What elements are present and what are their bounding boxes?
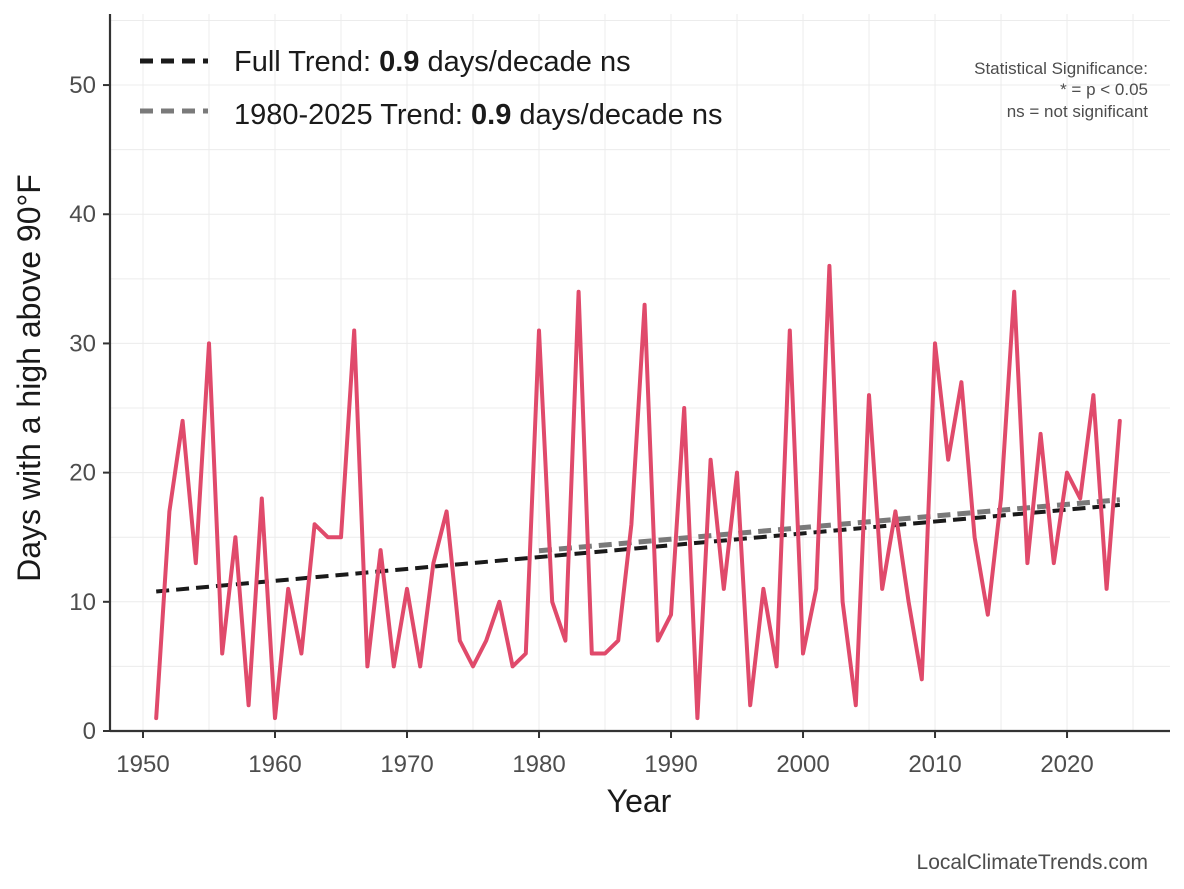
x-tick-label: 2010 <box>908 751 961 778</box>
y-axis-ticks: 0 10 20 30 40 50 <box>69 72 110 745</box>
legend-recent-prefix: 1980-2025 Trend: <box>234 99 471 131</box>
data-series <box>154 263 1122 721</box>
legend-full-trend-label: Full Trend: 0.9 days/decade ns <box>234 46 631 78</box>
y-tick-label: 50 <box>69 72 96 99</box>
legend-full-prefix: Full Trend: <box>234 46 379 78</box>
x-tick-label: 1950 <box>116 751 169 778</box>
x-tick-label: 2020 <box>1040 751 1093 778</box>
trend-line-full <box>156 502 1121 594</box>
x-tick-label: 2000 <box>776 751 829 778</box>
significance-title: Statistical Significance: <box>974 59 1148 78</box>
x-tick-label: 1990 <box>644 751 697 778</box>
legend: Full Trend: 0.9 days/decade ns 1980-2025… <box>140 46 723 131</box>
legend-recent-suffix: days/decade ns <box>511 99 722 131</box>
significance-note: Statistical Significance: * = p < 0.05 n… <box>974 59 1148 121</box>
x-tick-label: 1980 <box>512 751 565 778</box>
credit-text: LocalClimateTrends.com <box>917 851 1148 874</box>
x-axis-ticks: 1950 1960 1970 1980 1990 2000 2010 2020 <box>116 731 1094 778</box>
x-axis-title: Year <box>607 783 672 819</box>
y-tick-label: 30 <box>69 330 96 357</box>
y-tick-label: 40 <box>69 201 96 228</box>
legend-full-value: 0.9 <box>379 46 419 78</box>
significance-line1: * = p < 0.05 <box>1060 80 1148 99</box>
y-tick-label: 20 <box>69 460 96 487</box>
y-tick-label: 0 <box>83 718 96 745</box>
x-tick-label: 1960 <box>248 751 301 778</box>
legend-recent-value: 0.9 <box>471 99 511 131</box>
legend-full-suffix: days/decade ns <box>419 46 630 78</box>
legend-recent-trend-label: 1980-2025 Trend: 0.9 days/decade ns <box>234 99 723 131</box>
significance-line2: ns = not significant <box>1007 102 1149 121</box>
x-tick-label: 1970 <box>380 751 433 778</box>
y-tick-label: 10 <box>69 589 96 616</box>
series-line-days-above-90f <box>154 263 1122 721</box>
y-axis-title: Days with a high above 90°F <box>11 174 47 582</box>
